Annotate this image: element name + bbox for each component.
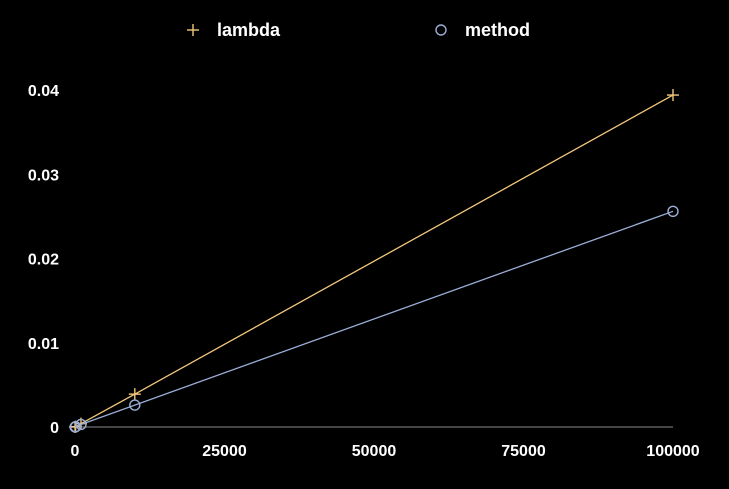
legend: lambda method (187, 20, 530, 40)
y-tick-label: 0.02 (28, 252, 59, 269)
series-line-lambda (74, 94, 674, 428)
legend-label: lambda (217, 20, 281, 40)
y-tick-label: 0.01 (28, 336, 59, 353)
y-tick-label: 0.04 (28, 83, 59, 100)
data-point-method (667, 205, 679, 218)
legend-marker-method (435, 24, 447, 36)
y-tick-label: 0 (50, 420, 59, 437)
x-tick-label: 0 (71, 443, 80, 460)
data-point-method (129, 399, 141, 411)
data-point-lambda (667, 89, 679, 102)
axes: 0 25000 50000 75000 100000 0 0.01 0.02 0.03 0.04 (28, 83, 700, 460)
y-tick-label: 0.03 (28, 167, 59, 184)
x-tick-label: 25000 (202, 443, 247, 460)
series-layer (69, 89, 679, 433)
legend-marker-lambda (187, 24, 199, 36)
data-point-method (69, 421, 82, 433)
x-tick-label: 50000 (352, 443, 397, 460)
x-tick-label: 100000 (646, 443, 699, 460)
legend-label: method (465, 20, 530, 40)
data-point-method (75, 418, 87, 431)
series-line-method (74, 210, 674, 428)
data-point-lambda (128, 388, 141, 401)
x-tick-label: 75000 (501, 443, 546, 460)
